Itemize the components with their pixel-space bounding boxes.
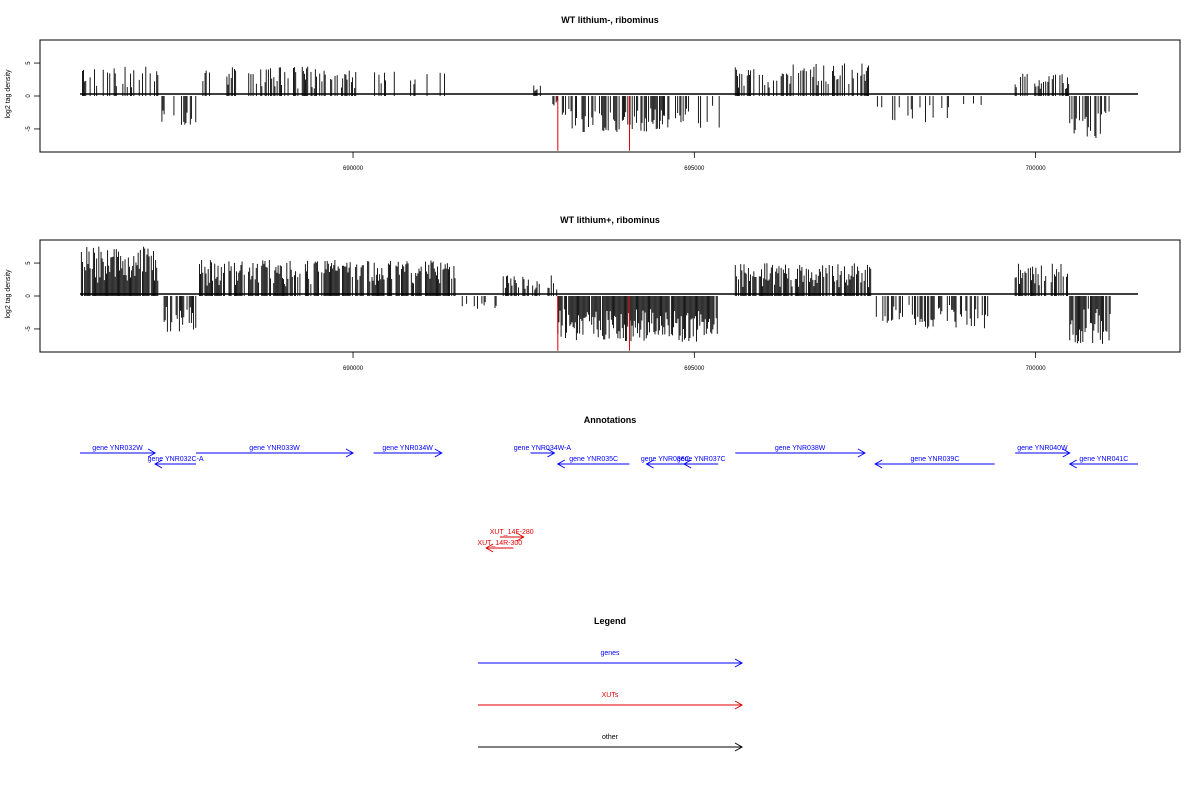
x-tick-label: 700000: [1026, 166, 1047, 172]
track-title: WT lithium+, ribominus: [560, 215, 660, 225]
gene-label: gene YNR032C-A: [148, 456, 204, 463]
legend-label: other: [602, 734, 619, 741]
legend-entry: other: [478, 734, 744, 752]
arrow-head: [645, 459, 654, 469]
arrow-head: [1062, 448, 1071, 458]
arrow-head: [516, 532, 525, 542]
gene-label: gene YNR032W: [92, 445, 143, 452]
y-axis: -5 0 5: [26, 61, 40, 132]
track-bars: [80, 246, 1111, 351]
arrow-head: [434, 448, 443, 458]
arrow-head: [345, 448, 355, 458]
gene-arrow: gene YNR034W-A: [514, 445, 572, 458]
xut-arrow: XUT_14F-280: [490, 529, 534, 542]
gene-label: gene YNR034W: [382, 445, 433, 452]
x-tick-label: 690000: [343, 166, 364, 172]
xut-arrow: XUT_14R-300: [477, 540, 522, 553]
gene-arrow: gene YNR034W: [373, 445, 443, 458]
track-title: WT lithium-, ribominus: [561, 15, 659, 25]
xut-arrows: XUT_14F-280 XUT_14R-300: [477, 529, 534, 553]
arrow-head: [683, 459, 692, 469]
track-panel-lithium-minus: WT lithium-, ribominus log2 tag density …: [5, 15, 1181, 172]
gene-label: gene YNR039C: [910, 456, 959, 463]
gene-label: gene YNR033W: [249, 445, 300, 452]
y-tick-label: -5: [26, 126, 32, 132]
y-tick-label: 5: [26, 261, 32, 265]
gene-label: gene YNR040W: [1017, 445, 1068, 452]
legend-title: Legend: [594, 616, 626, 626]
x-axis: 690000 695000 700000: [343, 152, 1046, 172]
legend-label: genes: [600, 650, 620, 657]
gene-arrow: gene YNR040W: [1015, 445, 1071, 458]
gene-arrow: gene YNR041C: [1068, 456, 1138, 469]
y-tick-label: -5: [26, 326, 32, 332]
x-axis: 690000 695000 700000: [343, 352, 1046, 372]
gene-label: gene YNR038W: [775, 445, 826, 452]
legend-entries: genes XUTs other: [478, 650, 744, 752]
arrow-head: [154, 459, 163, 469]
arrow-head: [147, 448, 157, 458]
arrow-head: [734, 700, 744, 710]
gene-arrow: gene YNR035C: [556, 456, 630, 469]
gene-label: gene YNR041C: [1079, 456, 1128, 463]
xut-label: XUT_14R-300: [477, 540, 522, 547]
arrow-head: [1068, 459, 1077, 469]
x-tick-label: 695000: [684, 366, 705, 372]
gene-label: gene YNR035C: [569, 456, 618, 463]
legend: Legend genes XUTs other: [478, 616, 744, 752]
x-tick-label: 690000: [343, 366, 364, 372]
arrow-head: [874, 459, 883, 469]
legend-entry: XUTs: [478, 692, 744, 710]
gene-label: gene YNR034W-A: [514, 445, 572, 452]
y-axis-label: log2 tag density: [5, 269, 12, 319]
legend-label: XUTs: [602, 692, 619, 699]
y-tick-label: 5: [26, 61, 32, 65]
track-bars: [82, 63, 1110, 151]
y-axis: -5 0 5: [26, 261, 40, 332]
y-tick-label: 0: [26, 94, 32, 98]
gene-arrows: gene YNR032W gene YNR032C-A gene YNR033W ge…: [80, 445, 1138, 469]
y-tick-label: 0: [26, 294, 32, 298]
gene-arrow: gene YNR037C: [677, 456, 726, 469]
arrow-head: [734, 742, 744, 752]
annotations-title: Annotations: [584, 415, 637, 425]
arrow-head: [547, 448, 556, 458]
gene-arrow: gene YNR032C-A: [148, 456, 204, 469]
x-tick-label: 695000: [684, 166, 705, 172]
gene-arrow: gene YNR039C: [874, 456, 995, 469]
y-axis-label: log2 tag density: [5, 69, 12, 119]
gene-label: gene YNR037C: [677, 456, 726, 463]
arrow-head: [485, 543, 494, 553]
legend-entry: genes: [478, 650, 744, 668]
track-panel-lithium-plus: WT lithium+, ribominus log2 tag density …: [5, 215, 1181, 372]
gene-arrow: gene YNR032W: [80, 445, 157, 458]
gene-arrow: gene YNR033W: [196, 445, 355, 458]
x-tick-label: 700000: [1026, 366, 1047, 372]
arrow-head: [734, 658, 744, 668]
arrow-head: [857, 448, 866, 458]
gene-arrow: gene YNR036C: [641, 456, 690, 469]
xut-label: XUT_14F-280: [490, 529, 534, 536]
arrow-head: [556, 459, 566, 469]
gene-arrow: gene YNR038W: [735, 445, 866, 458]
gene-label: gene YNR036C: [641, 456, 690, 463]
